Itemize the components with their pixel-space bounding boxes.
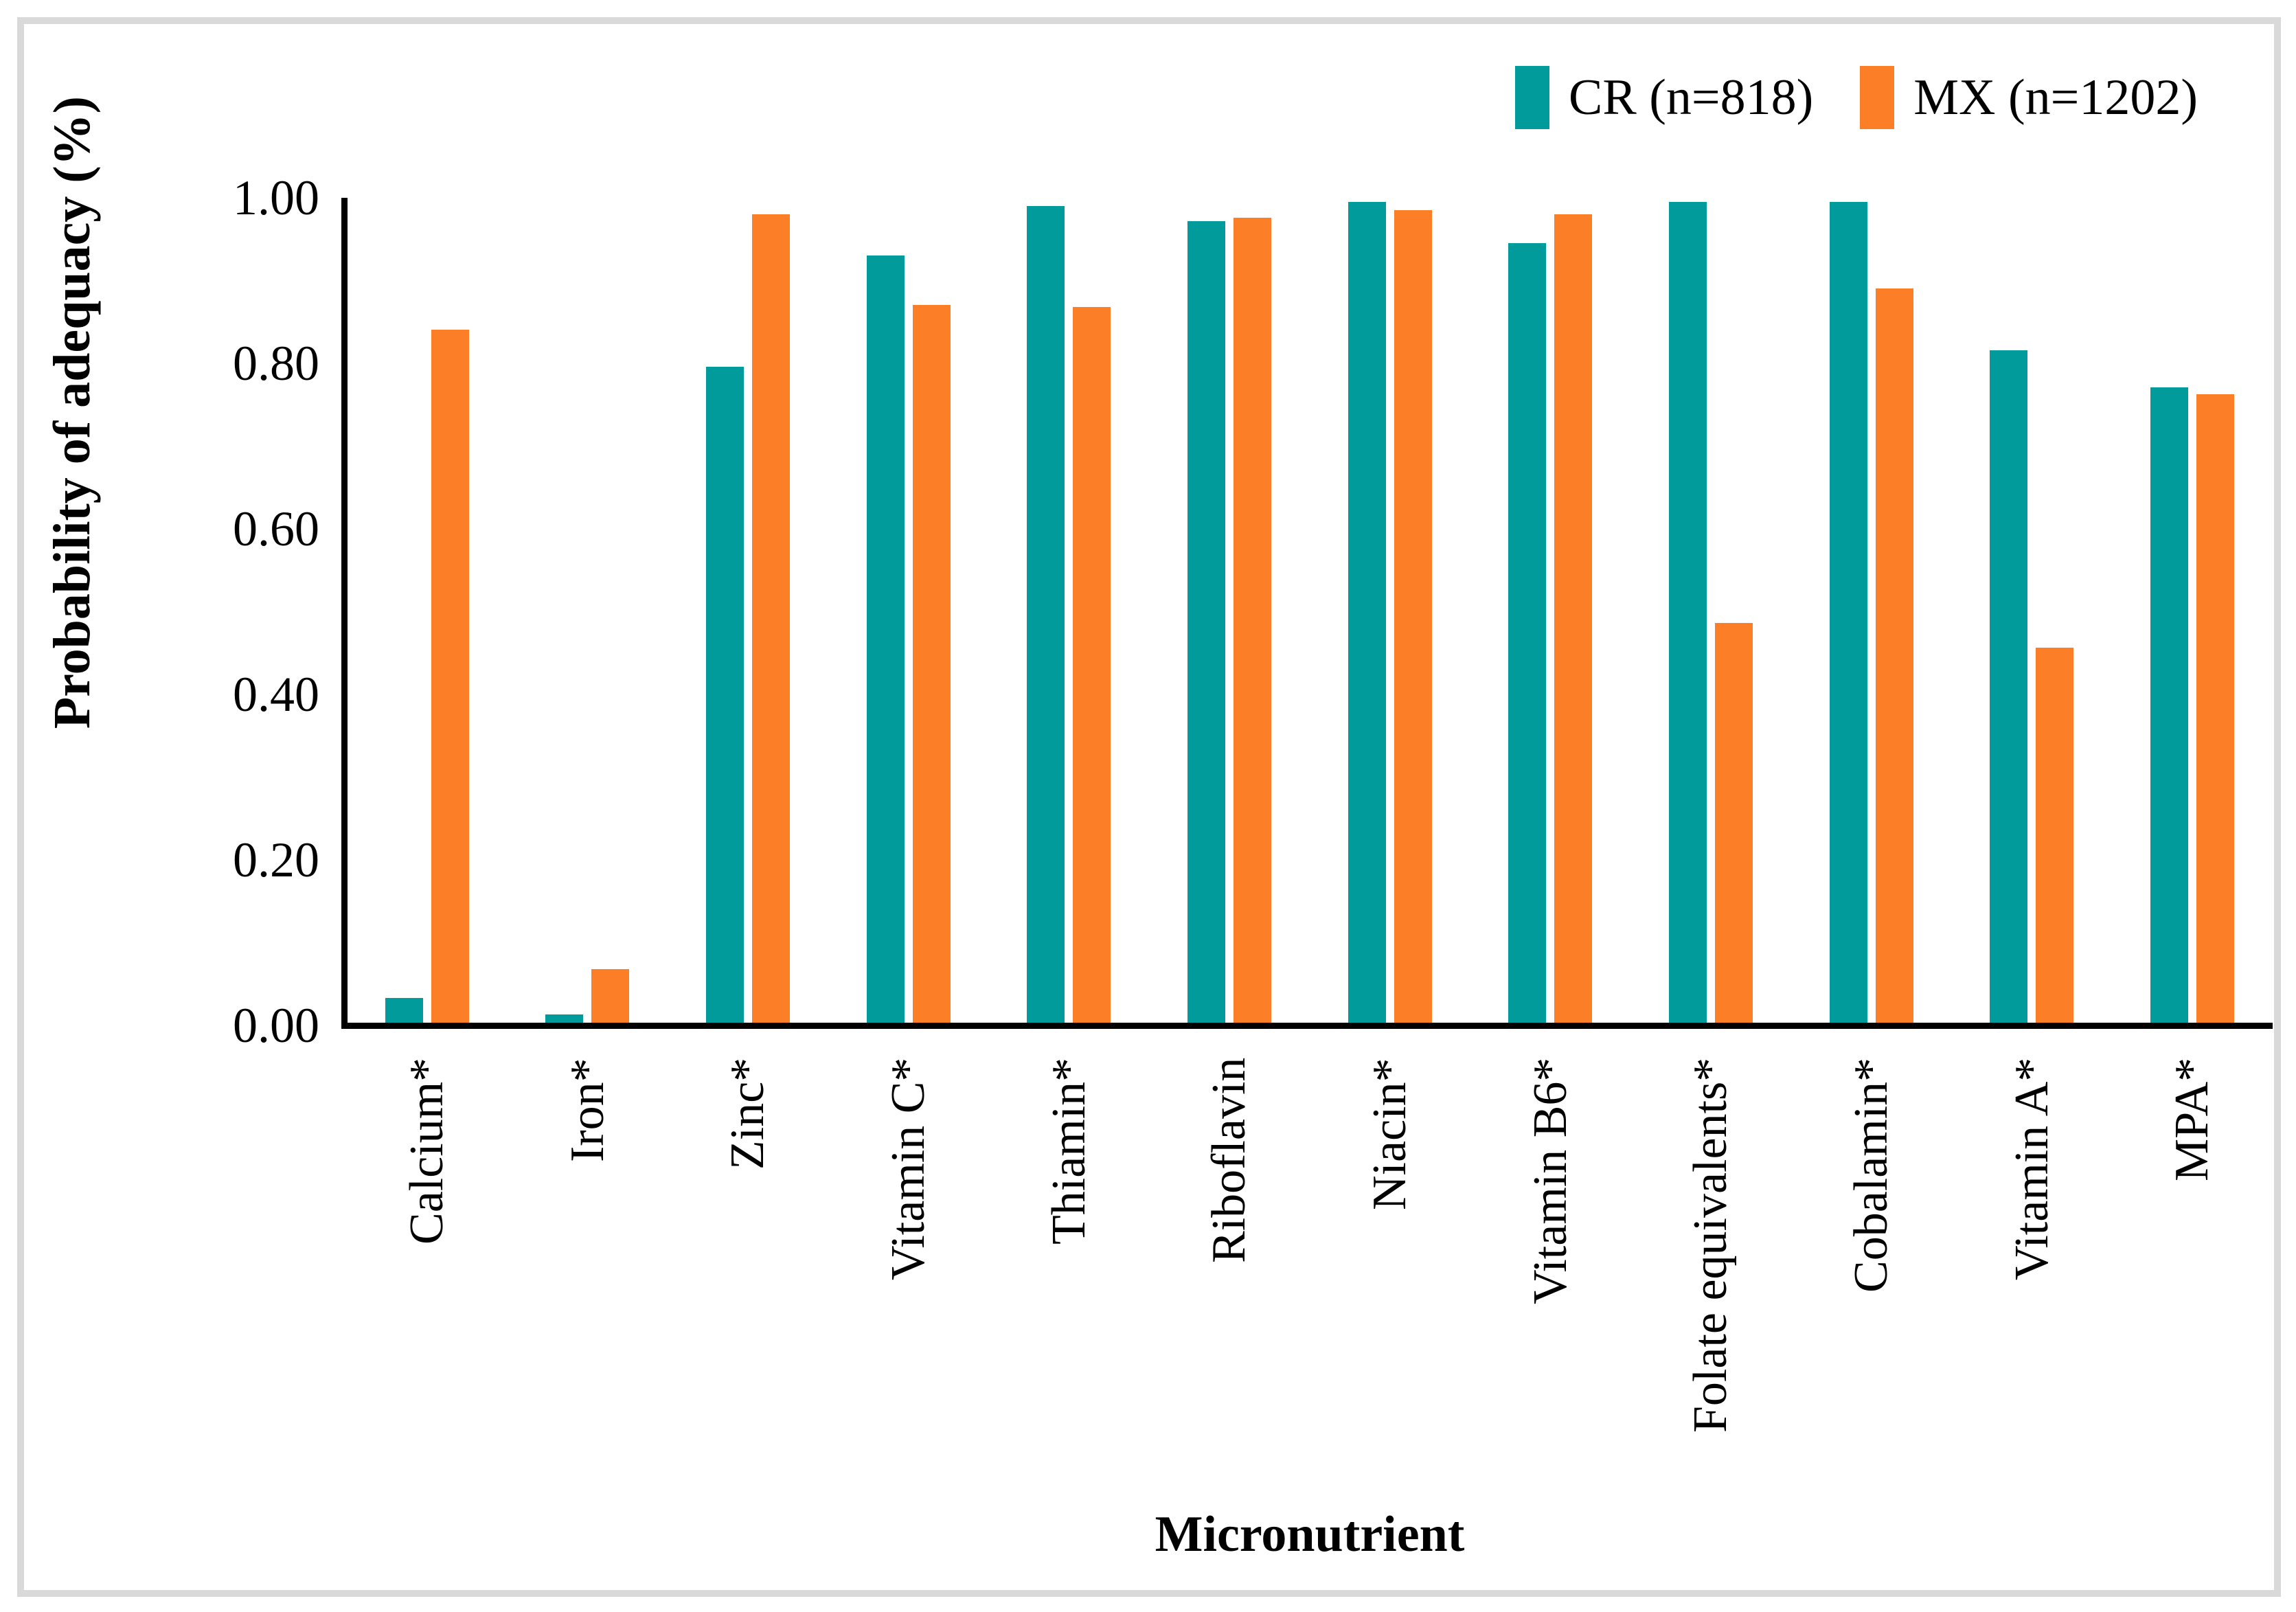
legend-label-mx: MX (n=1202) bbox=[1913, 69, 2198, 126]
bar-group-zinc bbox=[668, 198, 828, 1023]
bar-group-vitamin-c bbox=[828, 198, 989, 1023]
legend: CR (n=818) MX (n=1202) bbox=[1515, 66, 2198, 129]
bar-group-riboflavin bbox=[1149, 198, 1310, 1023]
bar-mx-riboflavin bbox=[1234, 217, 1272, 1023]
bar-mx-iron bbox=[591, 968, 630, 1023]
bar-mx-vitamin-b6 bbox=[1554, 214, 1593, 1023]
x-label-vitamin-b6: Vitamin B6* bbox=[1523, 1058, 1577, 1305]
x-label-iron: Iron* bbox=[560, 1058, 614, 1162]
bar-cr-calcium bbox=[385, 997, 423, 1023]
x-label-folate-equivalents: Folate equivalents* bbox=[1684, 1058, 1738, 1433]
x-label-cobalamin: Cobalamin* bbox=[1844, 1058, 1898, 1293]
x-label-zinc: Zinc* bbox=[721, 1058, 775, 1170]
x-label-calcium: Calcium* bbox=[400, 1058, 453, 1245]
x-axis-title: Micronutrient bbox=[1155, 1506, 1465, 1563]
bar-mx-calcium bbox=[431, 330, 469, 1023]
bar-cr-thiamin bbox=[1027, 206, 1065, 1023]
y-tick-0.60: 0.60 bbox=[233, 501, 319, 556]
bar-group-calcium bbox=[347, 198, 508, 1023]
bar-group-vitamin-a bbox=[1952, 198, 2113, 1023]
bar-mx-mpa bbox=[2196, 394, 2235, 1023]
legend-item-cr: CR (n=818) bbox=[1515, 66, 1813, 129]
bar-group-niacin bbox=[1310, 198, 1470, 1023]
y-tick-0.20: 0.20 bbox=[233, 832, 319, 887]
bar-cr-zinc bbox=[706, 367, 745, 1023]
y-tick-0.40: 0.40 bbox=[233, 667, 319, 722]
bar-group-folate-equivalents bbox=[1630, 198, 1791, 1023]
cr-series-swatch bbox=[1515, 66, 1549, 129]
y-axis-line bbox=[341, 198, 348, 1029]
bar-mx-thiamin bbox=[1073, 306, 1111, 1023]
y-tick-0.00: 0.00 bbox=[233, 998, 319, 1053]
bar-cr-niacin bbox=[1348, 202, 1386, 1023]
bar-mx-niacin bbox=[1394, 210, 1432, 1023]
x-label-thiamin: Thiamin* bbox=[1042, 1058, 1095, 1245]
bar-cr-vitamin-a bbox=[1990, 350, 2028, 1023]
x-label-niacin: Niacin* bbox=[1363, 1058, 1416, 1210]
bar-cr-folate-equivalents bbox=[1669, 202, 1707, 1023]
bar-group-thiamin bbox=[989, 198, 1150, 1023]
y-tick-1.00: 1.00 bbox=[233, 170, 319, 225]
bar-group-cobalamin bbox=[1791, 198, 1952, 1023]
bar-cr-mpa bbox=[2150, 387, 2189, 1023]
x-axis-line bbox=[341, 1023, 2273, 1029]
bar-mx-vitamin-a bbox=[2036, 647, 2074, 1023]
bar-cr-vitamin-c bbox=[866, 256, 905, 1023]
bar-cr-vitamin-b6 bbox=[1508, 243, 1547, 1023]
legend-item-mx: MX (n=1202) bbox=[1860, 66, 2198, 129]
bar-cr-riboflavin bbox=[1187, 220, 1226, 1023]
bar-cr-iron bbox=[545, 1014, 584, 1023]
bar-mx-zinc bbox=[752, 214, 791, 1023]
bar-mx-cobalamin bbox=[1875, 288, 1913, 1023]
bar-cr-cobalamin bbox=[1829, 202, 1867, 1023]
mx-series-swatch bbox=[1860, 66, 1895, 129]
bar-mx-folate-equivalents bbox=[1715, 622, 1753, 1023]
bar-group-vitamin-b6 bbox=[1470, 198, 1631, 1023]
plot-area bbox=[347, 198, 2273, 1023]
legend-label-cr: CR (n=818) bbox=[1569, 69, 1814, 126]
x-label-vitamin-a: Vitamin A* bbox=[2005, 1058, 2058, 1281]
y-tick-0.80: 0.80 bbox=[233, 336, 319, 391]
x-label-riboflavin: Riboflavin bbox=[1203, 1058, 1256, 1264]
y-axis-title: Probability of adequacy (%) bbox=[43, 96, 101, 729]
x-label-mpa: MPA* bbox=[2166, 1058, 2219, 1182]
x-label-vitamin-c: Vitamin C* bbox=[881, 1058, 935, 1281]
bar-group-iron bbox=[508, 198, 668, 1023]
bar-group-mpa bbox=[2112, 198, 2273, 1023]
bar-mx-vitamin-c bbox=[912, 305, 951, 1023]
